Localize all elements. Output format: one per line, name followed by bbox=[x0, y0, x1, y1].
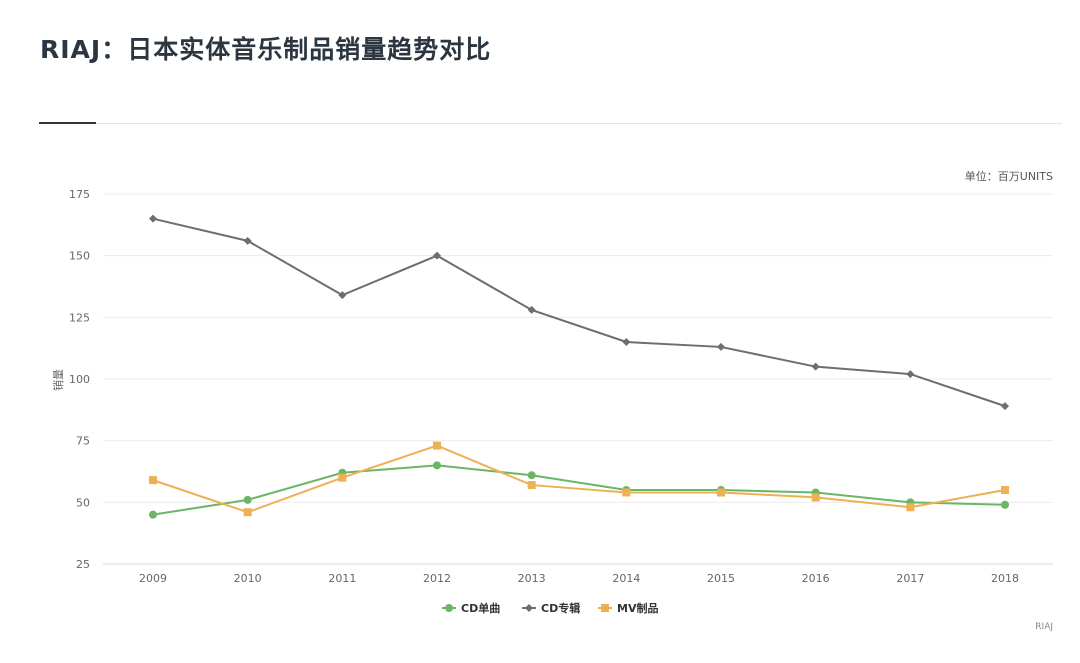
series-group bbox=[149, 214, 1009, 519]
y-tick-label: 50 bbox=[76, 496, 90, 509]
x-tick-label: 2013 bbox=[518, 572, 546, 585]
unit-label: 单位：百万UNITS bbox=[965, 169, 1053, 183]
x-tick-label: 2009 bbox=[139, 572, 167, 585]
data-point bbox=[433, 461, 441, 470]
legend-marker bbox=[601, 604, 609, 612]
data-point bbox=[717, 342, 725, 351]
data-point bbox=[149, 510, 157, 519]
x-tick-label: 2017 bbox=[896, 572, 924, 585]
x-tick-label: 2014 bbox=[612, 572, 640, 585]
legend-item[interactable]: CD单曲 bbox=[442, 601, 500, 615]
legend-marker bbox=[525, 604, 533, 612]
data-point bbox=[906, 370, 915, 379]
legend: CD单曲 CD专辑 MV制品 bbox=[442, 601, 658, 615]
series-3 bbox=[149, 441, 1009, 517]
data-point bbox=[527, 305, 536, 314]
data-point bbox=[149, 214, 157, 223]
data-point bbox=[243, 508, 252, 517]
legend-marker bbox=[445, 604, 453, 612]
x-tick-label: 2011 bbox=[328, 572, 356, 585]
data-point bbox=[433, 251, 441, 260]
data-point bbox=[243, 495, 252, 504]
grid-lines bbox=[103, 193, 1053, 565]
x-axis-ticks: 2009 2010 2011 2012 2013 2014 2015 2016 2017 2018 bbox=[139, 572, 1019, 585]
legend-item[interactable]: MV制品 bbox=[598, 601, 658, 615]
source-label: RIAJ bbox=[1035, 622, 1053, 632]
y-tick-label: 75 bbox=[76, 435, 90, 448]
data-point bbox=[527, 471, 536, 480]
data-point bbox=[622, 338, 631, 346]
y-tick-label: 150 bbox=[69, 250, 90, 263]
y-tick-label: 100 bbox=[69, 373, 90, 386]
y-tick-label: 125 bbox=[69, 311, 90, 324]
series-1 bbox=[149, 461, 1009, 519]
legend-item[interactable]: CD专辑 bbox=[522, 601, 580, 615]
x-tick-label: 2012 bbox=[423, 572, 451, 585]
data-point bbox=[527, 481, 536, 490]
legend-label: MV制品 bbox=[617, 601, 658, 615]
data-point bbox=[149, 476, 157, 485]
data-point bbox=[1001, 486, 1009, 494]
y-tick-label: 175 bbox=[69, 188, 90, 201]
data-point bbox=[811, 493, 820, 502]
x-tick-label: 2018 bbox=[991, 572, 1019, 585]
y-axis-label: 销量 bbox=[51, 369, 65, 391]
data-point bbox=[243, 236, 252, 245]
data-point bbox=[622, 488, 631, 497]
title-divider bbox=[96, 123, 1062, 124]
series-line bbox=[152, 464, 1006, 516]
y-tick-label: 25 bbox=[76, 558, 90, 571]
series-2 bbox=[149, 214, 1009, 411]
y-axis-ticks: 25 50 75 100 125 150 175 bbox=[69, 188, 90, 571]
data-point bbox=[433, 441, 441, 450]
legend-label: CD专辑 bbox=[541, 601, 580, 615]
x-tick-label: 2015 bbox=[707, 572, 735, 585]
data-point bbox=[906, 503, 915, 512]
data-point bbox=[338, 291, 347, 300]
series-line bbox=[152, 444, 1006, 514]
data-point bbox=[811, 362, 820, 371]
data-point bbox=[1001, 402, 1009, 411]
title-underline-accent bbox=[39, 122, 96, 124]
series-line bbox=[152, 217, 1006, 408]
legend-label: CD单曲 bbox=[461, 601, 500, 615]
page-title: RIAJ：日本实体音乐制品销量趋势对比 bbox=[40, 35, 492, 64]
x-tick-label: 2016 bbox=[802, 572, 830, 585]
data-point bbox=[717, 488, 725, 497]
data-point bbox=[338, 473, 347, 482]
x-tick-label: 2010 bbox=[234, 572, 262, 585]
data-point bbox=[1001, 500, 1009, 509]
